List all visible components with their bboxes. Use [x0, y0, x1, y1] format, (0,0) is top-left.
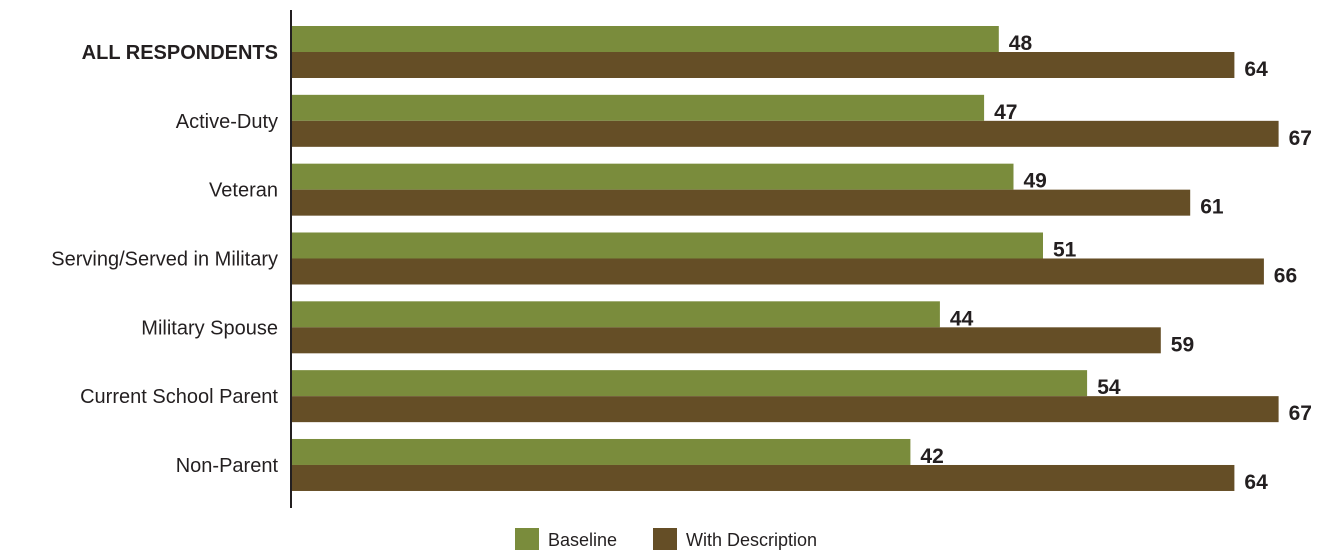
bar-baseline-non-parent — [292, 438, 911, 465]
bar-baseline-serving-served-in-military — [292, 232, 1043, 259]
legend-label-with-description: With Description — [686, 530, 817, 550]
value-label-with-description-all-respondents: 64 — [1244, 58, 1268, 81]
category-label-serving-served-in-military: Serving/Served in Military — [51, 248, 278, 270]
value-label-with-description-serving-served-in-military: 66 — [1274, 264, 1297, 287]
value-label-baseline-current-school-parent: 54 — [1097, 376, 1121, 399]
legend: Baseline With Description — [515, 528, 817, 550]
value-label-baseline-all-respondents: 48 — [1009, 32, 1033, 55]
legend-label-baseline: Baseline — [548, 530, 617, 550]
category-label-current-school-parent: Current School Parent — [80, 386, 278, 408]
category-label-military-spouse: Military Spouse — [141, 317, 278, 339]
value-label-baseline-serving-served-in-military: 51 — [1053, 238, 1077, 261]
value-label-baseline-military-spouse: 44 — [950, 307, 974, 330]
bar-with-description-current-school-parent — [292, 396, 1279, 423]
value-label-with-description-military-spouse: 59 — [1171, 333, 1194, 356]
category-label-veteran: Veteran — [209, 180, 278, 202]
bar-baseline-all-respondents — [292, 26, 999, 52]
value-label-baseline-non-parent: 42 — [920, 445, 943, 468]
bar-with-description-veteran — [292, 189, 1191, 216]
bar-baseline-active-duty — [292, 94, 985, 121]
bars-layer — [292, 26, 1279, 491]
legend-swatch-baseline — [515, 528, 539, 550]
value-label-with-description-veteran: 61 — [1200, 196, 1224, 219]
value-label-with-description-non-parent: 64 — [1244, 471, 1268, 494]
category-label-all-respondents: ALL RESPONDENTS — [82, 42, 278, 64]
category-label-active-duty: Active-Duty — [176, 111, 278, 133]
legend-swatch-with-description — [653, 528, 677, 550]
bar-baseline-military-spouse — [292, 301, 940, 328]
value-label-baseline-veteran: 49 — [1024, 170, 1047, 193]
bar-with-description-active-duty — [292, 120, 1279, 147]
value-label-baseline-active-duty: 47 — [994, 101, 1017, 124]
bar-with-description-non-parent — [292, 464, 1235, 491]
category-label-non-parent: Non-Parent — [176, 455, 279, 477]
value-label-with-description-active-duty: 67 — [1289, 127, 1312, 150]
bar-with-description-serving-served-in-military — [292, 258, 1264, 285]
bar-with-description-all-respondents — [292, 52, 1235, 78]
bar-baseline-veteran — [292, 163, 1014, 190]
value-label-with-description-current-school-parent: 67 — [1289, 402, 1312, 425]
labels-layer: ALL RESPONDENTS 48 64 Active-Duty 47 67 Vetera… — [51, 32, 1312, 494]
bar-baseline-current-school-parent — [292, 370, 1088, 397]
bar-with-description-military-spouse — [292, 327, 1161, 354]
